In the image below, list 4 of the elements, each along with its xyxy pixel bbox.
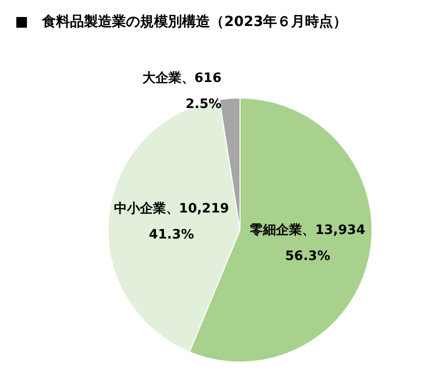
chart-title: ■ 食料品製造業の規模別構造（2023年６月時点） xyxy=(15,14,348,30)
slice-label: 大企業、616 2.5% xyxy=(142,70,222,112)
slice-label: 零細企業、13,934 56.3% xyxy=(249,222,366,264)
slice-label: 中小企業、10,219 41.3% xyxy=(114,201,230,242)
